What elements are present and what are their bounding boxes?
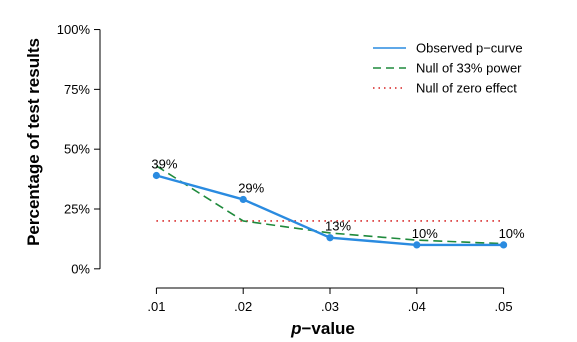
legend-label: Null of 33% power xyxy=(416,61,522,76)
data-label: 10% xyxy=(499,226,525,241)
series-line-null-of-33-power xyxy=(155,165,504,245)
x-axis-title: p−value xyxy=(290,319,355,338)
legend-label: Null of zero effect xyxy=(416,81,517,96)
series-point xyxy=(152,171,161,180)
data-label: 13% xyxy=(325,219,351,234)
series-point xyxy=(239,195,247,204)
legend-label: Observed p−curve xyxy=(416,41,523,56)
y-tick-label: 75% xyxy=(64,82,90,97)
data-label: 29% xyxy=(238,180,264,195)
data-label: 10% xyxy=(412,226,438,241)
series-point xyxy=(326,234,334,242)
axes: 0% 25% 50% 75% 100% .01 .02 .03 .04 .05 xyxy=(57,22,513,314)
x-tick-label: .05 xyxy=(495,299,513,314)
data-labels: 39% 29% 13% 10% 10% xyxy=(151,157,525,241)
series-point xyxy=(413,241,421,249)
y-ticks: 0% 25% 50% 75% 100% xyxy=(57,22,100,276)
series-layer xyxy=(152,165,508,249)
x-tick-label: .01 xyxy=(147,299,165,314)
x-tick-label: .04 xyxy=(408,299,426,314)
y-tick-label: 100% xyxy=(57,22,91,37)
y-tick-label: 50% xyxy=(64,142,90,157)
legend: Observed p−curve Null of 33% power Null of… xyxy=(373,41,523,96)
data-label: 39% xyxy=(151,157,177,172)
x-tick-label: .03 xyxy=(321,299,339,314)
series-point xyxy=(499,241,508,249)
y-axis-title: Percentage of test results xyxy=(24,38,43,246)
y-tick-label: 25% xyxy=(64,202,90,217)
x-tick-label: .02 xyxy=(234,299,252,314)
x-ticks: .01 .02 .03 .04 .05 xyxy=(147,288,513,314)
x-axis-title-italic: p xyxy=(290,319,301,338)
x-axis-title-rest: −value xyxy=(301,319,354,338)
y-tick-label: 0% xyxy=(71,261,90,276)
